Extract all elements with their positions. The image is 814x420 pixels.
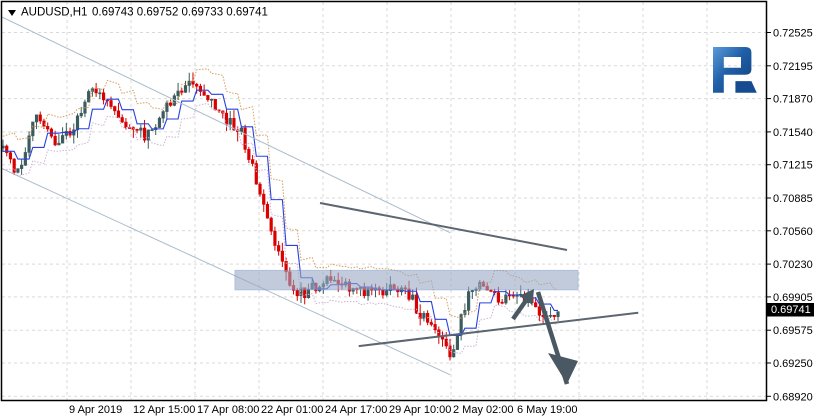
svg-text:0.72525: 0.72525 (773, 28, 813, 40)
svg-text:0.71870: 0.71870 (773, 94, 813, 106)
svg-text:0.71215: 0.71215 (773, 160, 813, 172)
svg-text:0.68920: 0.68920 (773, 391, 813, 403)
svg-text:29 Apr 10:00: 29 Apr 10:00 (389, 404, 451, 416)
svg-text:2 May 02:00: 2 May 02:00 (453, 404, 514, 416)
svg-text:0.69575: 0.69575 (773, 325, 813, 337)
svg-text:22 Apr 01:00: 22 Apr 01:00 (261, 404, 323, 416)
svg-text:AUDUSD,H1: AUDUSD,H1 (21, 7, 87, 19)
svg-text:0.69741: 0.69741 (771, 304, 811, 316)
svg-text:0.70560: 0.70560 (773, 226, 813, 238)
svg-text:12 Apr 15:00: 12 Apr 15:00 (133, 404, 195, 416)
svg-text:0.69743 0.69752 0.69733 0.6974: 0.69743 0.69752 0.69733 0.69741 (92, 7, 268, 19)
svg-text:9 Apr 2019: 9 Apr 2019 (69, 404, 122, 416)
svg-text:0.71540: 0.71540 (773, 127, 813, 139)
svg-text:0.69250: 0.69250 (773, 358, 813, 370)
svg-text:24 Apr 17:00: 24 Apr 17:00 (325, 404, 387, 416)
svg-text:0.70230: 0.70230 (773, 259, 813, 271)
svg-text:0.70885: 0.70885 (773, 193, 813, 205)
svg-text:0.69905: 0.69905 (773, 292, 813, 304)
svg-text:17 Apr 08:00: 17 Apr 08:00 (197, 404, 259, 416)
svg-text:0.72195: 0.72195 (773, 61, 813, 73)
svg-text:6 May 19:00: 6 May 19:00 (517, 404, 578, 416)
